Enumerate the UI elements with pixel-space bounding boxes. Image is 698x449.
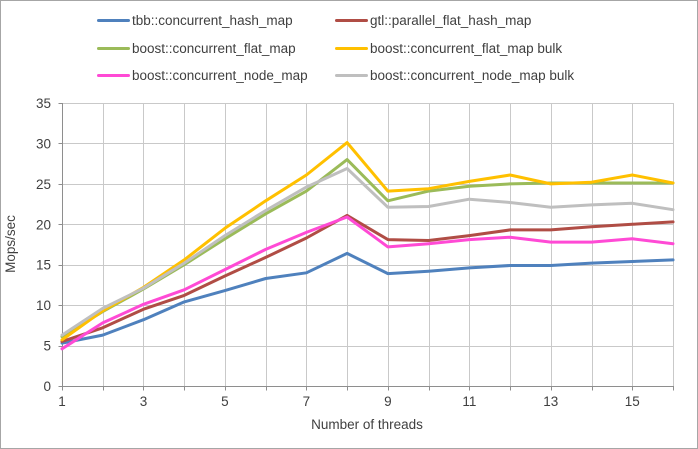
legend-item-2: gtl::parallel_flat_hash_map	[335, 12, 531, 29]
series-line	[60, 167, 675, 337]
x-tick-label: 7	[303, 394, 311, 409]
y-tick-label: 15	[36, 258, 51, 273]
series-layer	[60, 141, 675, 351]
grid-layer	[62, 103, 674, 387]
axis-layer	[58, 103, 674, 391]
x-tick-label: 5	[221, 394, 229, 409]
legend-item-6: boost::concurrent_node_map bulk	[335, 67, 574, 84]
x-tick-label: 15	[625, 394, 640, 409]
legend-item-4: boost::concurrent_flat_map bulk	[335, 40, 562, 57]
series-line	[60, 215, 675, 351]
y-tick-label: 10	[36, 298, 51, 313]
x-tick-label: 11	[462, 394, 476, 409]
legend-label: boost::concurrent_flat_map bulk	[370, 41, 563, 56]
x-tick-label: 13	[543, 394, 558, 409]
y-tick-label: 5	[43, 339, 51, 354]
y-axis-title: Mops/sec	[3, 215, 18, 273]
series-line	[60, 213, 675, 343]
legend-line-swatch	[335, 46, 368, 51]
series-line	[60, 251, 675, 345]
series-line	[60, 141, 675, 342]
legend-label: boost::concurrent_node_map	[132, 68, 308, 83]
legend-line-swatch	[335, 18, 368, 23]
y-tick-label: 20	[36, 217, 51, 232]
legend-line-swatch	[97, 73, 130, 78]
y-tick-label: 25	[36, 177, 51, 192]
legend-line-swatch	[97, 18, 130, 23]
legend-item-5: boost::concurrent_node_map	[97, 67, 308, 84]
legend-label: boost::concurrent_node_map bulk	[370, 68, 575, 83]
legend-line-swatch	[97, 46, 130, 51]
y-tick-label: 30	[36, 136, 51, 151]
legend-label: tbb::concurrent_hash_map	[132, 13, 293, 28]
x-tick-label: 3	[140, 394, 148, 409]
x-tick-label: 1	[58, 394, 66, 409]
legend-label: boost::concurrent_flat_map	[132, 41, 296, 56]
legend-item-3: boost::concurrent_flat_map	[97, 40, 296, 57]
legend-item-1: tbb::concurrent_hash_map	[97, 12, 293, 29]
y-tick-label: 35	[36, 96, 51, 111]
x-axis-title: Number of threads	[311, 417, 423, 432]
legend-line-swatch	[335, 73, 368, 78]
y-tick-label: 0	[43, 379, 51, 394]
legend-label: gtl::parallel_flat_hash_map	[370, 13, 532, 28]
x-tick-label: 9	[384, 394, 392, 409]
